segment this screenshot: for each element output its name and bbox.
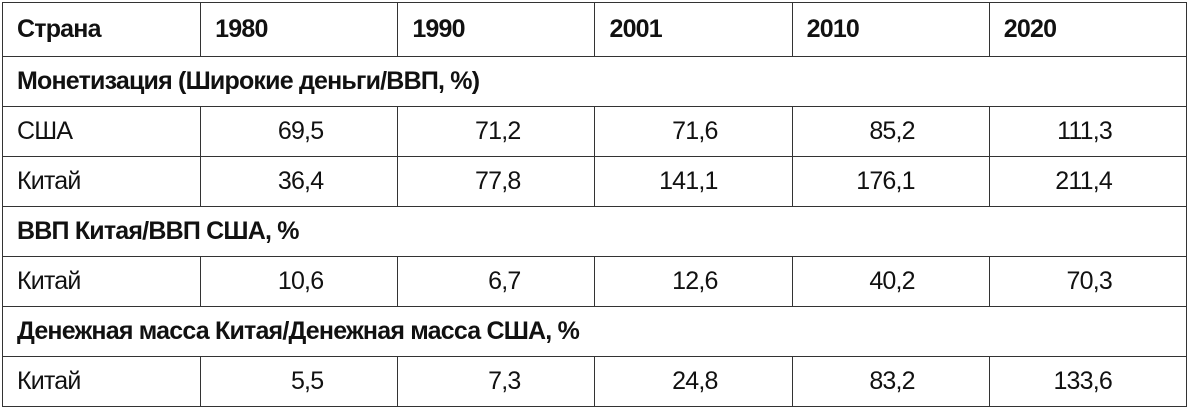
value-cell: 71,2: [397, 106, 596, 157]
table-row: Китай 36,4 77,8 141,1 176,1 211,4: [1, 156, 1188, 207]
value-cell: 85,2: [791, 106, 990, 157]
value-cell: 176,1: [791, 156, 990, 207]
value-cell: 10,6: [200, 256, 399, 307]
section-row: ВВП Китая/ВВП США, %: [2, 206, 1187, 257]
value-cell: 141,1: [594, 156, 793, 207]
value-cell: 5,5: [200, 356, 399, 407]
value-cell: 83,2: [791, 356, 990, 407]
section-title: Монетизация (Широкие деньги/ВВП, %): [2, 56, 1187, 107]
value-cell: 36,4: [200, 156, 399, 207]
value-cell: 111,3: [988, 106, 1188, 157]
table-row: Китай 5,5 7,3 24,8 83,2 133,6: [1, 356, 1188, 407]
header-cell-country: Страна: [1, 2, 202, 57]
header-cell-year: 2010: [791, 2, 990, 57]
country-cell: США: [1, 106, 202, 157]
value-cell: 133,6: [988, 356, 1188, 407]
header-cell-year: 1990: [397, 2, 596, 57]
value-cell: 24,8: [594, 356, 793, 407]
value-cell: 71,6: [594, 106, 793, 157]
data-table: Страна 1980 1990 2001 2010 2020 Монетиза…: [1, 2, 1188, 407]
country-cell: Китай: [1, 156, 202, 207]
section-title: Денежная масса Китая/Денежная масса США,…: [2, 306, 1187, 357]
value-cell: 40,2: [791, 256, 990, 307]
table-row: США 69,5 71,2 71,6 85,2 111,3: [1, 106, 1188, 157]
header-cell-year: 2020: [988, 2, 1188, 57]
header-cell-year: 2001: [594, 2, 793, 57]
table-row: Китай 10,6 6,7 12,6 40,2 70,3: [1, 256, 1188, 307]
value-cell: 70,3: [988, 256, 1188, 307]
header-row: Страна 1980 1990 2001 2010 2020: [1, 2, 1188, 57]
country-cell: Китай: [1, 356, 202, 407]
value-cell: 6,7: [397, 256, 596, 307]
value-cell: 77,8: [397, 156, 596, 207]
value-cell: 12,6: [594, 256, 793, 307]
section-title: ВВП Китая/ВВП США, %: [2, 206, 1187, 257]
value-cell: 211,4: [988, 156, 1188, 207]
value-cell: 69,5: [200, 106, 399, 157]
header-cell-year: 1980: [200, 2, 399, 57]
section-row: Монетизация (Широкие деньги/ВВП, %): [2, 56, 1187, 107]
value-cell: 7,3: [397, 356, 596, 407]
section-row: Денежная масса Китая/Денежная масса США,…: [2, 306, 1187, 357]
country-cell: Китай: [1, 256, 202, 307]
